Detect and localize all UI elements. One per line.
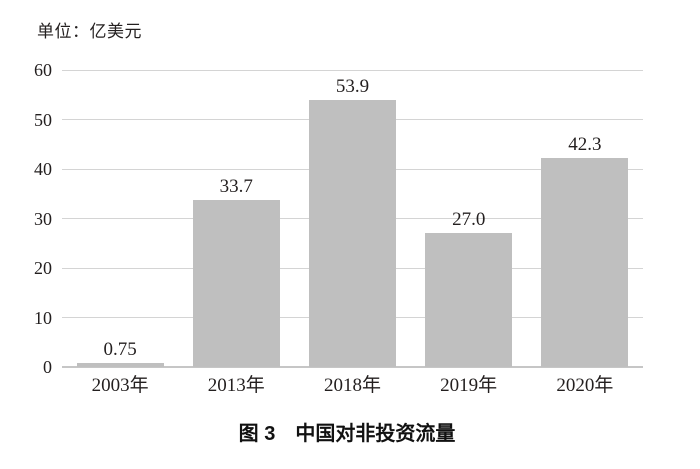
y-axis-tick-label: 10 (34, 307, 52, 328)
x-axis-tick-label: 2019年 (440, 375, 498, 396)
bar-2019年 (425, 233, 513, 367)
x-axis-tick-label: 2018年 (323, 375, 381, 396)
unit-label: 单位：亿美元 (37, 22, 142, 41)
x-axis-line (62, 366, 643, 368)
y-axis-tick-label: 60 (34, 60, 52, 80)
bar-value-label: 53.9 (335, 76, 370, 98)
figure-caption: 图 3 中国对非投资流量 (238, 423, 456, 445)
x-axis-tick-label: 2013年 (207, 375, 265, 396)
y-axis-tick-label: 50 (34, 109, 52, 130)
bar-chart-plot-area: 0 10 20 30 40 50 60 0.75 2003年 33.7 2013年 53.9 2018年… (34, 60, 643, 396)
y-axis-tick-label: 30 (34, 208, 52, 229)
bar-value-label: 42.3 (568, 133, 602, 155)
bar-value-label: 33.7 (219, 176, 253, 198)
y-axis-tick-label: 0 (43, 357, 52, 377)
y-axis-tick-label: 40 (34, 159, 52, 179)
bar-2018年 (309, 100, 396, 367)
bar-value-label: 0.75 (103, 339, 137, 361)
bar-2013年 (192, 200, 280, 367)
bar-value-label: 27.0 (452, 209, 486, 231)
bar-2020年 (541, 157, 629, 367)
x-axis-tick-label: 2003年 (91, 375, 149, 396)
bar-2003年 (76, 363, 164, 367)
gridline (62, 69, 643, 71)
y-axis-tick-label: 20 (34, 258, 52, 278)
x-axis-tick-label: 2020年 (556, 375, 614, 396)
